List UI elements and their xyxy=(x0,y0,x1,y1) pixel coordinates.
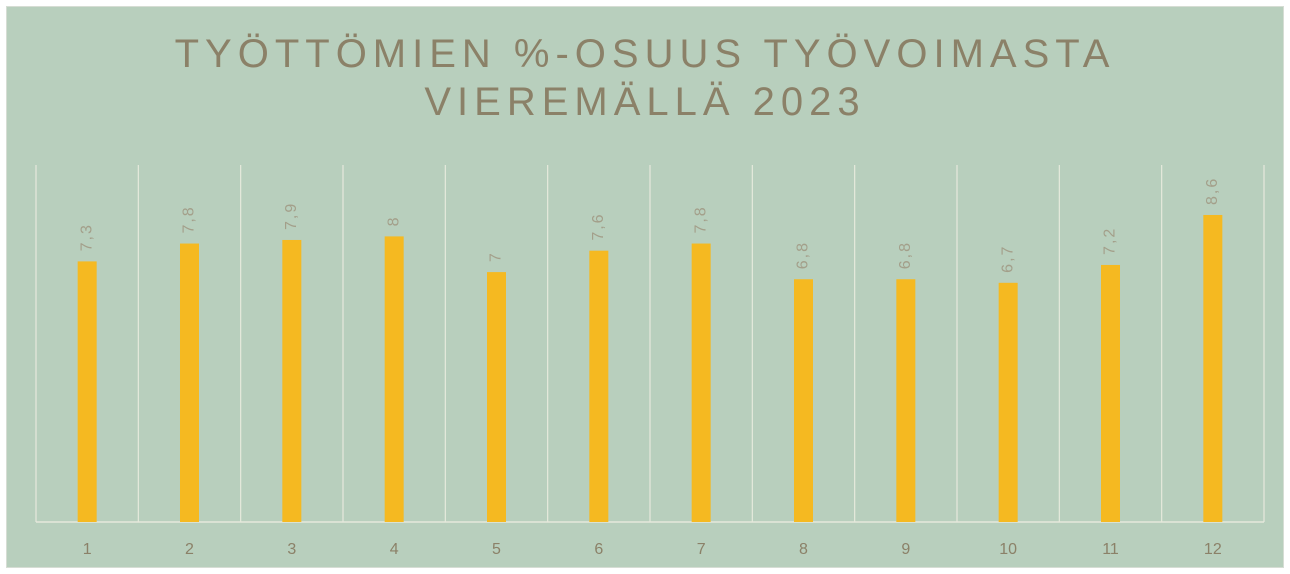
x-tick-label: 5 xyxy=(492,541,501,558)
bar xyxy=(384,236,404,522)
data-label: 8,6 xyxy=(1204,177,1221,205)
chart-title: TYÖTTÖMIEN %-OSUUS TYÖVOIMASTA VIEREMÄLL… xyxy=(174,32,1116,124)
x-tick-label: 11 xyxy=(1102,541,1119,558)
bar xyxy=(487,272,506,522)
x-tick-label: 9 xyxy=(901,541,910,558)
data-label: 6,7 xyxy=(999,245,1016,273)
bar xyxy=(998,282,1018,522)
x-tick-label: 2 xyxy=(185,541,194,558)
data-label: 7,2 xyxy=(1102,227,1119,255)
data-label: 8 xyxy=(385,215,402,226)
bar xyxy=(589,250,609,522)
x-tick-label: 7 xyxy=(697,541,706,558)
x-tick-label: 6 xyxy=(594,541,603,558)
bar xyxy=(180,243,199,523)
x-tick-label: 3 xyxy=(287,541,296,558)
bar xyxy=(794,279,813,522)
x-tick-label: 8 xyxy=(799,541,808,558)
data-label: 7,3 xyxy=(78,223,95,251)
data-label: 7,8 xyxy=(181,205,198,233)
x-tick-label: 10 xyxy=(999,541,1017,558)
bar xyxy=(1101,264,1120,522)
x-tick-label: 12 xyxy=(1204,541,1222,558)
bar xyxy=(896,279,916,522)
bar xyxy=(77,261,97,522)
data-label: 7 xyxy=(488,251,505,262)
bar xyxy=(1203,214,1223,523)
data-label: 6,8 xyxy=(897,241,914,269)
data-label: 6,8 xyxy=(795,241,812,269)
bar xyxy=(282,239,302,522)
data-label: 7,9 xyxy=(283,202,300,230)
x-tick-label: 4 xyxy=(390,541,399,558)
data-label: 7,8 xyxy=(692,205,709,233)
bar xyxy=(691,243,711,523)
x-tick-label: 1 xyxy=(83,541,92,558)
chart-background xyxy=(6,6,1284,568)
data-label: 7,6 xyxy=(590,212,607,240)
